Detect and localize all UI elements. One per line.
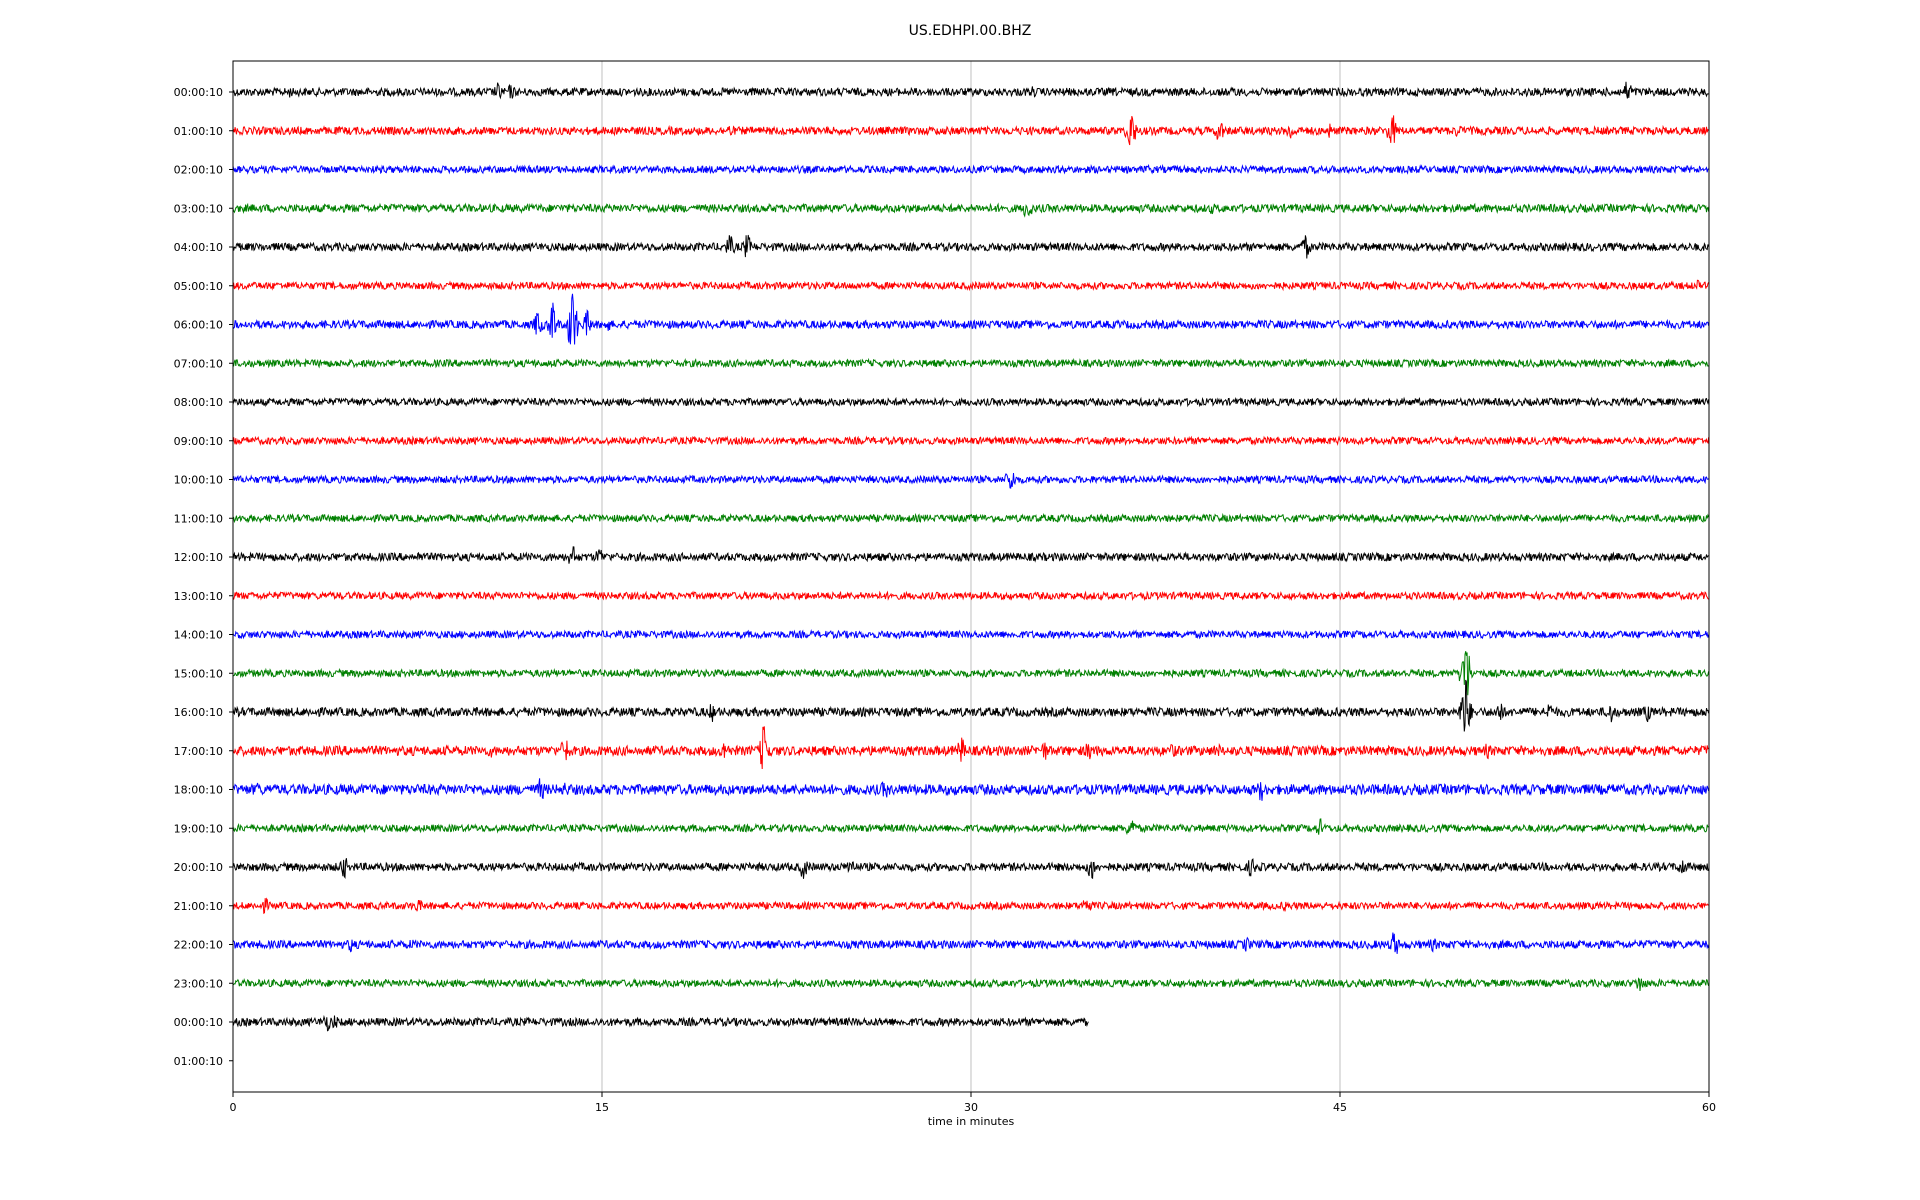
row-label-24: 00:00:10 bbox=[174, 1016, 223, 1029]
trace-row-24 bbox=[232, 1014, 1089, 1032]
trace-row-6 bbox=[232, 293, 1710, 345]
row-label-15: 15:00:10 bbox=[174, 667, 223, 680]
row-time-labels: 00:00:10 01:00:10 02:00:10 03:00:10 04:00:10… bbox=[174, 86, 233, 1068]
row-label-11: 11:00:10 bbox=[174, 512, 223, 525]
row-label-14: 14:00:10 bbox=[174, 629, 223, 642]
trace-row-18 bbox=[232, 778, 1710, 801]
trace-row-8 bbox=[232, 396, 1710, 408]
row-label-1: 01:00:10 bbox=[174, 125, 223, 138]
seismic-traces bbox=[232, 81, 1710, 1032]
row-label-2: 02:00:10 bbox=[174, 164, 223, 177]
row-label-8: 08:00:10 bbox=[174, 396, 223, 409]
row-label-16: 16:00:10 bbox=[174, 706, 223, 719]
trace-row-12 bbox=[232, 546, 1709, 564]
vertical-gridlines bbox=[601, 61, 1341, 1092]
row-label-5: 05:00:10 bbox=[174, 280, 223, 293]
trace-row-17 bbox=[232, 726, 1709, 770]
trace-row-9 bbox=[232, 435, 1710, 447]
trace-row-13 bbox=[232, 590, 1709, 602]
row-label-25: 01:00:10 bbox=[174, 1055, 223, 1068]
row-label-0: 00:00:10 bbox=[174, 86, 223, 99]
row-label-20: 20:00:10 bbox=[174, 861, 223, 874]
trace-row-15 bbox=[232, 651, 1710, 696]
trace-row-23 bbox=[232, 977, 1710, 992]
trace-row-20 bbox=[232, 858, 1710, 880]
row-label-23: 23:00:10 bbox=[174, 977, 223, 990]
x-tick-label-3: 45 bbox=[1333, 1101, 1347, 1114]
trace-row-4 bbox=[232, 234, 1710, 259]
trace-row-0 bbox=[232, 81, 1709, 100]
trace-row-7 bbox=[232, 357, 1709, 369]
trace-row-21 bbox=[232, 897, 1709, 915]
x-tick-label-2: 30 bbox=[964, 1101, 978, 1114]
row-label-9: 09:00:10 bbox=[174, 435, 223, 448]
trace-row-14 bbox=[232, 628, 1710, 640]
trace-row-22 bbox=[232, 932, 1710, 954]
x-tick-label-0: 0 bbox=[230, 1101, 237, 1114]
row-label-17: 17:00:10 bbox=[174, 745, 223, 758]
row-label-10: 10:00:10 bbox=[174, 474, 223, 487]
row-label-6: 06:00:10 bbox=[174, 319, 223, 332]
trace-row-1 bbox=[232, 115, 1709, 146]
trace-row-11 bbox=[232, 512, 1710, 524]
x-tick-label-1: 15 bbox=[595, 1101, 609, 1114]
row-label-13: 13:00:10 bbox=[174, 590, 223, 603]
row-label-7: 07:00:10 bbox=[174, 357, 223, 370]
row-label-3: 03:00:10 bbox=[174, 202, 223, 215]
trace-row-3 bbox=[232, 202, 1710, 218]
trace-row-5 bbox=[232, 279, 1710, 292]
row-label-19: 19:00:10 bbox=[174, 822, 223, 835]
x-axis-label: time in minutes bbox=[928, 1115, 1015, 1128]
trace-row-16 bbox=[232, 679, 1710, 732]
trace-row-2 bbox=[232, 163, 1709, 175]
row-label-21: 21:00:10 bbox=[174, 900, 223, 913]
row-label-18: 18:00:10 bbox=[174, 784, 223, 797]
row-label-4: 04:00:10 bbox=[174, 241, 223, 254]
x-axis-ticks: 0 15 30 45 60 bbox=[230, 1092, 1716, 1114]
x-tick-label-4: 60 bbox=[1702, 1101, 1716, 1114]
trace-row-10 bbox=[232, 473, 1709, 489]
row-label-12: 12:00:10 bbox=[174, 551, 223, 564]
row-label-22: 22:00:10 bbox=[174, 939, 223, 952]
chart-title: US.EDHPI.00.BHZ bbox=[909, 23, 1032, 39]
trace-row-19 bbox=[232, 818, 1709, 836]
